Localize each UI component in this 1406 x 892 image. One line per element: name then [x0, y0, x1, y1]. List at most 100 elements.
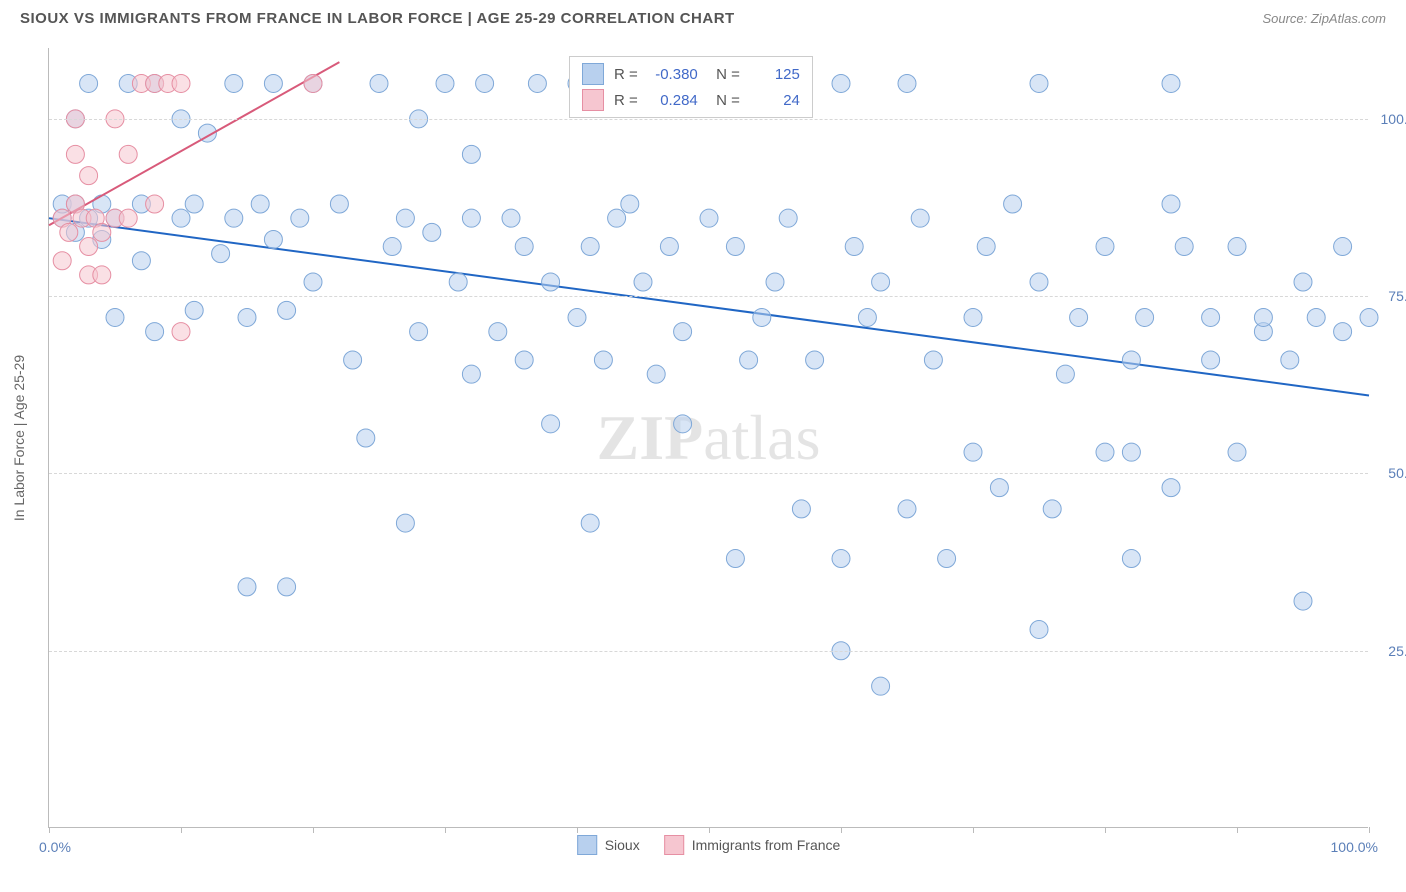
- x-tick: [577, 827, 578, 833]
- data-point: [964, 443, 982, 461]
- legend-item: Sioux: [577, 835, 640, 855]
- data-point: [370, 74, 388, 92]
- data-point: [1175, 238, 1193, 256]
- data-point: [1254, 308, 1272, 326]
- data-point: [1360, 308, 1378, 326]
- data-point: [93, 266, 111, 284]
- x-tick: [973, 827, 974, 833]
- legend-swatch: [582, 63, 604, 85]
- data-point: [264, 74, 282, 92]
- data-point: [80, 238, 98, 256]
- data-point: [1136, 308, 1154, 326]
- data-point: [872, 273, 890, 291]
- stat-r-label: R =: [614, 92, 638, 109]
- data-point: [449, 273, 467, 291]
- data-point: [515, 238, 533, 256]
- data-point: [924, 351, 942, 369]
- data-point: [1096, 443, 1114, 461]
- data-point: [462, 145, 480, 163]
- x-tick: [841, 827, 842, 833]
- data-point: [291, 209, 309, 227]
- data-point: [225, 74, 243, 92]
- data-point: [238, 308, 256, 326]
- stats-legend-row: R =0.284 N =24: [570, 87, 812, 113]
- data-point: [383, 238, 401, 256]
- data-point: [80, 167, 98, 185]
- data-point: [60, 223, 78, 241]
- data-point: [1334, 323, 1352, 341]
- data-point: [304, 273, 322, 291]
- data-point: [898, 500, 916, 518]
- legend-label: Immigrants from France: [692, 837, 841, 853]
- data-point: [264, 230, 282, 248]
- data-point: [1030, 620, 1048, 638]
- data-point: [476, 74, 494, 92]
- data-point: [594, 351, 612, 369]
- data-point: [872, 677, 890, 695]
- data-point: [1122, 550, 1140, 568]
- y-axis-title: In Labor Force | Age 25-29: [11, 354, 27, 520]
- data-point: [726, 238, 744, 256]
- data-point: [1030, 273, 1048, 291]
- data-point: [1043, 500, 1061, 518]
- data-point: [726, 550, 744, 568]
- y-tick-label: 25.0%: [1388, 643, 1406, 659]
- data-point: [172, 323, 190, 341]
- chart-title: SIOUX VS IMMIGRANTS FROM FRANCE IN LABOR…: [20, 10, 735, 27]
- data-point: [1162, 479, 1180, 497]
- data-point: [238, 578, 256, 596]
- data-point: [225, 209, 243, 227]
- data-point: [212, 245, 230, 263]
- data-point: [172, 74, 190, 92]
- legend-label: Sioux: [605, 837, 640, 853]
- stat-n-label: N =: [708, 66, 740, 83]
- data-point: [515, 351, 533, 369]
- legend-item: Immigrants from France: [664, 835, 841, 855]
- series-legend: Sioux Immigrants from France: [577, 835, 841, 855]
- data-point: [634, 273, 652, 291]
- data-point: [1294, 592, 1312, 610]
- data-point: [1281, 351, 1299, 369]
- data-point: [1004, 195, 1022, 213]
- data-point: [806, 351, 824, 369]
- data-point: [898, 74, 916, 92]
- data-point: [278, 578, 296, 596]
- data-point: [608, 209, 626, 227]
- data-point: [1307, 308, 1325, 326]
- chart-plot-area: In Labor Force | Age 25-29 ZIPatlas R =-…: [48, 48, 1368, 828]
- data-point: [845, 238, 863, 256]
- data-point: [1070, 308, 1088, 326]
- data-point: [647, 365, 665, 383]
- data-point: [766, 273, 784, 291]
- data-point: [357, 429, 375, 447]
- data-point: [581, 514, 599, 532]
- data-point: [185, 301, 203, 319]
- data-point: [832, 550, 850, 568]
- data-point: [1030, 74, 1048, 92]
- data-point: [1162, 195, 1180, 213]
- data-point: [1202, 351, 1220, 369]
- legend-swatch: [664, 835, 684, 855]
- data-point: [858, 308, 876, 326]
- scatter-plot-svg: [49, 48, 1368, 827]
- data-point: [132, 252, 150, 270]
- data-point: [990, 479, 1008, 497]
- gridline: [49, 473, 1368, 474]
- x-axis-max-label: 100.0%: [1331, 839, 1378, 855]
- data-point: [1228, 443, 1246, 461]
- data-point: [423, 223, 441, 241]
- data-point: [1294, 273, 1312, 291]
- data-point: [1334, 238, 1352, 256]
- correlation-stats-legend: R =-0.380 N =125R =0.284 N =24: [569, 56, 813, 118]
- legend-swatch: [582, 89, 604, 111]
- data-point: [568, 308, 586, 326]
- data-point: [185, 195, 203, 213]
- data-point: [660, 238, 678, 256]
- data-point: [542, 273, 560, 291]
- data-point: [779, 209, 797, 227]
- legend-swatch: [577, 835, 597, 855]
- x-tick: [1369, 827, 1370, 833]
- data-point: [1228, 238, 1246, 256]
- data-point: [832, 74, 850, 92]
- data-point: [792, 500, 810, 518]
